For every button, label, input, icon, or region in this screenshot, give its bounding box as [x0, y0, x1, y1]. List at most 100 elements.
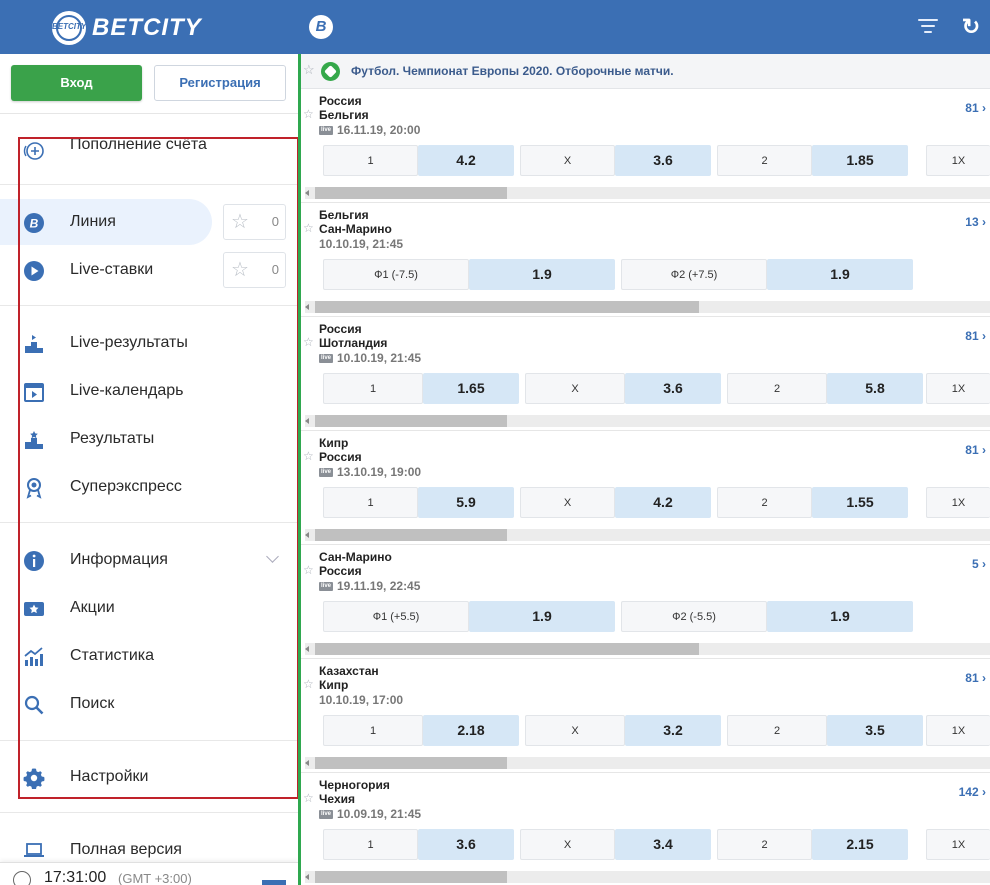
market-label[interactable]: Ф1 (-7.5): [323, 259, 469, 290]
star-icon[interactable]: ☆: [303, 335, 314, 349]
market-label[interactable]: 2: [717, 145, 812, 176]
favorites-line-button[interactable]: ☆ 0: [223, 204, 286, 240]
refresh-icon[interactable]: ↻: [961, 14, 981, 39]
star-icon[interactable]: ☆: [303, 677, 314, 691]
sidebar-item-promotions[interactable]: Акции: [0, 585, 298, 631]
team-home[interactable]: Россия: [319, 322, 362, 336]
market-label[interactable]: 1: [323, 829, 418, 860]
login-button[interactable]: Вход: [11, 65, 142, 101]
scroll-left-icon[interactable]: [305, 418, 309, 424]
team-away[interactable]: Шотландия: [319, 336, 388, 350]
market-label[interactable]: 1: [323, 145, 418, 176]
more-markets-link[interactable]: 5 ›: [971, 557, 986, 571]
sidebar-item-information[interactable]: Информация: [0, 537, 298, 583]
odd-button[interactable]: 3.6: [625, 373, 721, 404]
team-home[interactable]: Бельгия: [319, 208, 369, 222]
match-row[interactable]: ☆ Сан-Марино Россия live 19.11.19, 22:45 5 › Ф…: [301, 545, 990, 659]
sidebar-item-statistics[interactable]: Статистика: [0, 633, 298, 679]
more-markets-link[interactable]: 13 ›: [965, 215, 986, 229]
more-markets-link[interactable]: 81 ›: [965, 671, 986, 685]
match-row[interactable]: ☆ Россия Шотландия live 10.10.19, 21:45 81 › 1…: [301, 317, 990, 431]
horizontal-scrollbar[interactable]: [305, 415, 990, 427]
odd-button[interactable]: 5.8: [827, 373, 923, 404]
market-label[interactable]: 2: [727, 373, 827, 404]
odd-button[interactable]: 3.5: [827, 715, 923, 746]
match-row[interactable]: ☆ Кипр Россия live 13.10.19, 19:00 81 › 1 5.9 X 4…: [301, 431, 990, 545]
match-row[interactable]: ☆ Бельгия Сан-Марино 10.10.19, 21:45 13 › Ф1 …: [301, 203, 990, 317]
odd-button[interactable]: 3.2: [625, 715, 721, 746]
scrollbar-thumb[interactable]: [315, 415, 507, 427]
horizontal-scrollbar[interactable]: [305, 643, 990, 655]
odd-button[interactable]: 2.15: [812, 829, 908, 860]
more-markets-link[interactable]: 81 ›: [965, 443, 986, 457]
star-icon[interactable]: ☆: [303, 107, 314, 121]
scroll-left-icon[interactable]: [305, 532, 309, 538]
scroll-left-icon[interactable]: [305, 874, 309, 880]
favorites-live-button[interactable]: ☆ 0: [223, 252, 286, 288]
league-header[interactable]: ☆ Футбол. Чемпионат Европы 2020. Отбороч…: [301, 54, 990, 89]
market-label[interactable]: 1X: [926, 373, 990, 404]
team-away[interactable]: Россия: [319, 564, 362, 578]
scrollbar-thumb[interactable]: [315, 187, 507, 199]
more-markets-link[interactable]: 81 ›: [965, 101, 986, 115]
scrollbar-thumb[interactable]: [315, 757, 507, 769]
horizontal-scrollbar[interactable]: [305, 757, 990, 769]
market-label[interactable]: 2: [727, 715, 827, 746]
sidebar-item-live-calendar[interactable]: Live-календарь: [0, 368, 298, 414]
star-icon[interactable]: ☆: [303, 221, 314, 235]
team-away[interactable]: Бельгия: [319, 108, 369, 122]
scroll-left-icon[interactable]: [305, 646, 309, 652]
team-home[interactable]: Черногория: [319, 778, 390, 792]
odd-button[interactable]: 1.9: [469, 259, 615, 290]
language-flag-icon[interactable]: [262, 877, 286, 885]
sidebar-item-superexpress[interactable]: Суперэкспресс: [0, 464, 298, 510]
team-away[interactable]: Чехия: [319, 792, 355, 806]
odd-button[interactable]: 1.65: [423, 373, 519, 404]
odd-button[interactable]: 1.9: [767, 601, 913, 632]
market-label[interactable]: 2: [717, 487, 812, 518]
sidebar-item-live-bets[interactable]: Live-ставки: [0, 247, 298, 293]
line-badge-icon[interactable]: B: [309, 15, 333, 39]
star-icon[interactable]: ☆: [303, 791, 314, 805]
odd-button[interactable]: 5.9: [418, 487, 514, 518]
odd-button[interactable]: 1.85: [812, 145, 908, 176]
sidebar-item-live-results[interactable]: Live-результаты: [0, 320, 298, 366]
scrollbar-thumb[interactable]: [315, 529, 507, 541]
odd-button[interactable]: 3.6: [418, 829, 514, 860]
odd-button[interactable]: 4.2: [418, 145, 514, 176]
market-label[interactable]: 2: [717, 829, 812, 860]
market-label[interactable]: 1X: [926, 145, 990, 176]
scroll-left-icon[interactable]: [305, 760, 309, 766]
market-label[interactable]: Ф1 (+5.5): [323, 601, 469, 632]
brand-logo[interactable]: BETCITY BETCITY: [52, 10, 202, 46]
horizontal-scrollbar[interactable]: [305, 529, 990, 541]
market-label[interactable]: X: [525, 715, 625, 746]
market-label[interactable]: 1: [323, 373, 423, 404]
star-icon[interactable]: ☆: [303, 449, 314, 463]
scrollbar-thumb[interactable]: [315, 643, 699, 655]
market-label[interactable]: X: [520, 487, 615, 518]
market-label[interactable]: Ф2 (+7.5): [621, 259, 767, 290]
odd-button[interactable]: 1.9: [767, 259, 913, 290]
horizontal-scrollbar[interactable]: [305, 187, 990, 199]
market-label[interactable]: X: [525, 373, 625, 404]
market-label[interactable]: 1X: [926, 829, 990, 860]
match-row[interactable]: ☆ Черногория Чехия live 10.09.19, 21:45 142 ›…: [301, 773, 990, 885]
sidebar-item-full-version[interactable]: Полная версия: [0, 827, 298, 873]
market-label[interactable]: X: [520, 145, 615, 176]
more-markets-link[interactable]: 142 ›: [958, 785, 986, 799]
market-label[interactable]: Ф2 (-5.5): [621, 601, 767, 632]
sidebar-item-results[interactable]: Результаты: [0, 416, 298, 462]
market-label[interactable]: 1X: [926, 715, 990, 746]
star-icon[interactable]: ☆: [303, 563, 314, 577]
odd-button[interactable]: 1.55: [812, 487, 908, 518]
team-home[interactable]: Россия: [319, 94, 362, 108]
team-home[interactable]: Сан-Марино: [319, 550, 392, 564]
market-label[interactable]: X: [520, 829, 615, 860]
team-home[interactable]: Казахстан: [319, 664, 379, 678]
scroll-left-icon[interactable]: [305, 304, 309, 310]
team-away[interactable]: Россия: [319, 450, 362, 464]
sidebar-item-deposit[interactable]: Пополнение счёта: [0, 127, 298, 173]
horizontal-scrollbar[interactable]: [305, 871, 990, 883]
more-markets-link[interactable]: 81 ›: [965, 329, 986, 343]
